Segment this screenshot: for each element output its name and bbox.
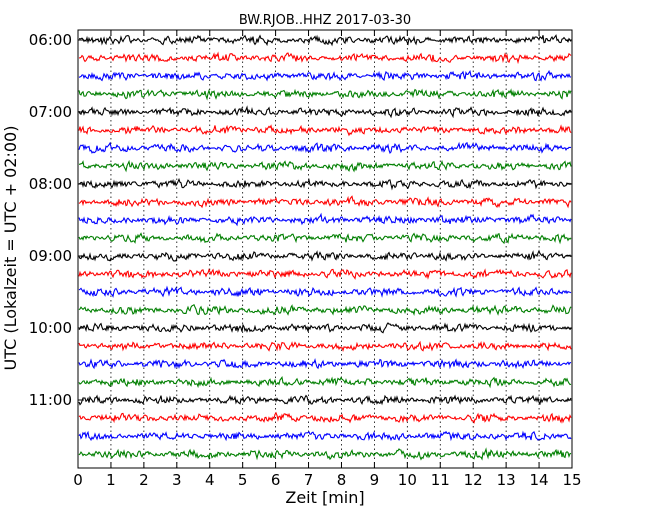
x-tick-label-9: 9: [370, 471, 380, 489]
x-tick-label-3: 3: [172, 471, 182, 489]
trace-1: [78, 34, 572, 47]
trace-12: [78, 232, 572, 245]
x-tick-label-13: 13: [497, 471, 516, 489]
x-tick-label-4: 4: [205, 471, 215, 489]
trace-19: [78, 358, 572, 370]
trace-3: [78, 69, 572, 82]
x-tick-label-7: 7: [304, 471, 314, 489]
y-tick-label-09:00: 09:00: [29, 247, 72, 265]
x-tick-label-14: 14: [530, 471, 549, 489]
x-tick-label-5: 5: [238, 471, 248, 489]
x-tick-label-1: 1: [106, 471, 116, 489]
x-tick-label-2: 2: [139, 471, 149, 489]
x-tick-label-0: 0: [73, 471, 83, 489]
trace-11: [78, 212, 572, 227]
x-tick-label-12: 12: [464, 471, 483, 489]
x-tick-label-8: 8: [337, 471, 347, 489]
trace-20: [78, 376, 572, 389]
chart-title: BW.RJOB..HHZ 2017-03-30: [239, 13, 411, 28]
trace-17: [78, 322, 572, 334]
trace-22: [78, 411, 572, 424]
x-tick-label-10: 10: [398, 471, 417, 489]
trace-6: [78, 124, 572, 137]
y-axis-label: UTC (Lokalzeit = UTC + 02:00): [1, 126, 20, 371]
x-tick-label-6: 6: [271, 471, 281, 489]
plot-frame: [77, 29, 573, 469]
trace-4: [78, 88, 572, 101]
x-axis-ticks: 0 1 2 3 4 5 6 7 8 9 10 11 12 13 14 15: [73, 30, 582, 489]
trace-21: [78, 394, 572, 406]
trace-14: [78, 268, 572, 280]
y-tick-label-08:00: 08:00: [29, 175, 72, 193]
y-tick-label-11:00: 11:00: [29, 391, 72, 409]
x-tick-label-11: 11: [431, 471, 450, 489]
trace-10: [78, 195, 572, 209]
trace-7: [78, 141, 572, 155]
trace-8: [78, 159, 572, 173]
y-tick-label-06:00: 06:00: [29, 31, 72, 49]
trace-5: [78, 105, 572, 119]
grid-layer: [110, 30, 540, 468]
trace-16: [78, 303, 572, 317]
y-axis-ticks: 06:00 07:00 08:00 09:00 10:00 11:00: [29, 31, 572, 409]
trace-13: [78, 249, 572, 262]
trace-24: [78, 447, 572, 461]
trace-9: [78, 177, 572, 191]
x-axis-label: Zeit [min]: [285, 488, 364, 507]
trace-18: [78, 340, 572, 352]
y-tick-label-07:00: 07:00: [29, 103, 72, 121]
x-tick-label-15: 15: [562, 471, 581, 489]
trace-layer: [78, 34, 572, 461]
trace-15: [78, 285, 572, 298]
trace-23: [78, 430, 572, 442]
trace-2: [78, 51, 572, 65]
y-tick-label-10:00: 10:00: [29, 319, 72, 337]
